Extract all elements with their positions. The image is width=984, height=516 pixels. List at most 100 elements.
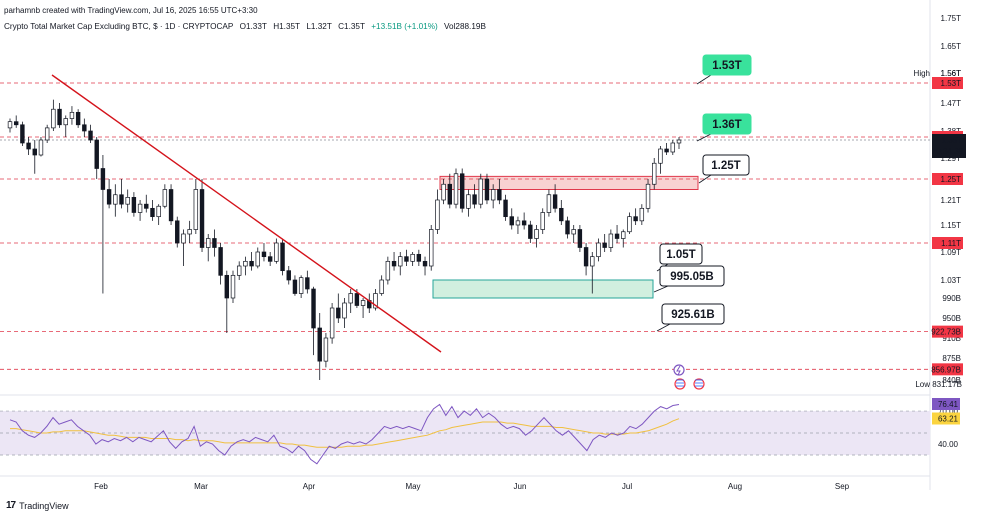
candle-body [360,300,366,306]
price-tick-label: 1.03T [941,276,962,285]
time-tick-label: Feb [94,482,108,491]
candle-body [255,251,260,267]
candle-body [602,242,607,248]
candle-body [131,197,137,213]
rsi-line [9,403,680,465]
chart-grid [0,0,931,490]
low-tag-value: 831.17B [932,380,962,389]
price-tick-label: 1.29T [941,154,962,163]
time-tick-label: Apr [303,482,316,491]
candle-body [472,194,477,205]
candle-body [323,337,329,362]
candle-body [218,247,223,276]
annotation-pointer [698,174,712,184]
candle-body [435,199,440,230]
candle-body [317,327,322,362]
candle-body [583,247,589,267]
label-995b-box[interactable] [659,265,725,287]
candle-body [391,260,397,267]
time-axis[interactable]: Feb Mar Apr May Jun Jul Aug Sep [94,482,850,491]
price-tick-label: 1.75T [941,14,962,23]
candle-body [162,189,168,207]
candle-body [342,302,347,319]
label-1-36t-box[interactable] [702,113,752,135]
time-tick-label: Jun [514,482,527,491]
price-axis[interactable]: 1.75T1.65T1.56T1.47T1.38T1.29T1.21T1.15T… [914,14,966,449]
candle-body [280,242,285,272]
label-1-25t-text: 1.25T [711,160,740,172]
candle-body [193,189,199,230]
level-price-tag-bg [932,363,963,376]
volume-value: Vol288.19B [444,22,486,31]
candle-body [75,111,81,126]
candle-body [497,189,502,201]
horizontal-levels [0,82,930,370]
candle-body [490,189,496,201]
label-1-25t-box[interactable] [702,154,750,176]
candle-body [385,260,391,281]
candle-body [621,231,626,239]
candle-body [144,203,149,209]
label-1-53t-text: 1.53T [712,60,741,72]
candle-body [249,260,254,267]
label-1-53t-box[interactable] [702,54,752,76]
resistance-zone [439,175,699,190]
candle-body [100,168,106,190]
rsi-last-bg [932,398,960,410]
candle-body [305,277,310,290]
candle-body [577,229,583,248]
tradingview-logo-icon: 17 [6,500,16,511]
symbol-name[interactable]: Crypto Total Market Cap Excluding BTC, $… [4,22,234,31]
candle-body [503,199,508,218]
candle-body [292,279,298,294]
level-price-tag-bg [932,77,963,89]
price-tick-label: 990B [942,294,961,303]
candle-body [13,121,19,126]
candle-body [32,148,37,156]
rsi-pane [0,403,930,465]
candle-body [106,189,112,205]
price-tick-label: 950B [942,314,961,323]
us-flag-event-icon-2[interactable] [693,378,705,390]
candle-body [212,238,217,248]
us-flag-event-icon[interactable] [674,378,686,390]
watermark-text: TradingView [19,500,69,511]
annotation-pointer [653,285,669,293]
candle-body [614,233,620,239]
time-tick-label: Sep [835,482,850,491]
trendline[interactable] [51,74,442,353]
candle-body [534,229,539,239]
rsi-tick-label: 40.00 [938,440,959,449]
event-icons[interactable] [673,364,705,390]
level-price-tag: 1.25T [941,175,962,184]
candle-body [82,124,87,132]
candle-body [441,183,446,201]
lightning-event-icon[interactable] [673,364,685,376]
price-annotations[interactable]: 1.53T 1.36T 1.25T 1.05T 995.05B 925.61B [653,54,752,332]
candle-body [658,148,663,164]
candle-body [329,307,335,339]
label-925b-box[interactable] [661,303,725,325]
candle-body [20,124,25,144]
candle-body [38,139,44,156]
level-price-tag: 922.73B [931,328,961,337]
descending-trendline[interactable] [51,74,442,353]
candle-body [565,220,570,235]
candle-body [546,194,552,213]
candle-body [373,293,378,309]
candle-body [243,260,248,267]
label-1-05t-box[interactable] [659,243,703,265]
low-value: L1.32T [306,22,332,31]
candle-body [429,229,434,267]
candle-body [168,189,174,222]
price-tick-label: 1.09T [941,248,962,257]
candle-body [63,118,68,126]
time-tick-label: Mar [194,482,208,491]
time-tick-label: Aug [728,482,742,491]
candle-body [590,256,595,267]
candle-body [119,194,124,205]
candle-body [156,205,161,218]
candle-body [416,253,422,262]
time-tick-label: May [405,482,420,491]
